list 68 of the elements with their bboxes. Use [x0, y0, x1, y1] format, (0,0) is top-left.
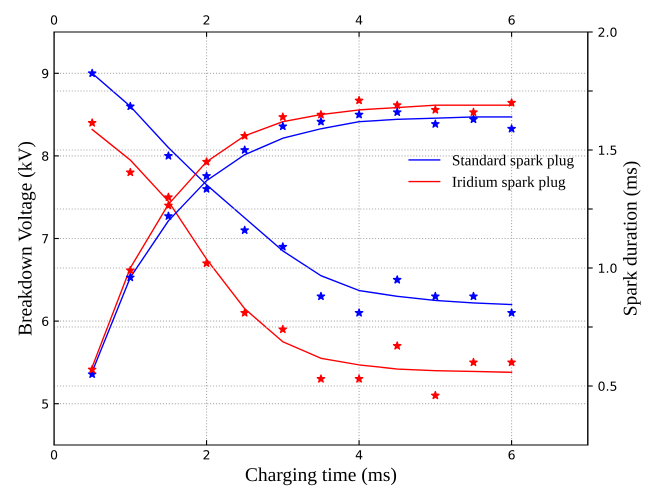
point	[240, 308, 249, 317]
point	[316, 292, 326, 300]
point	[126, 266, 135, 274]
x2-tick-label: 6	[508, 15, 515, 25]
point	[392, 100, 402, 109]
point	[88, 68, 96, 78]
point	[431, 105, 440, 114]
point	[354, 374, 364, 383]
x-axis-title: Charging time (ms)	[246, 468, 396, 486]
point	[469, 292, 478, 300]
y-tick-label: 6	[42, 316, 48, 326]
point	[431, 390, 440, 400]
point	[164, 151, 173, 160]
y2-tick-label: 2.0	[598, 27, 617, 37]
point	[126, 168, 135, 176]
y2-axis-title: Spark duration (ms)	[623, 162, 641, 315]
point	[354, 308, 364, 317]
point	[126, 272, 135, 282]
legend-label: Iridium spark plug	[452, 176, 566, 190]
x-tick-label: 2	[203, 450, 210, 460]
x2-tick-label: 4	[356, 15, 362, 25]
point	[354, 110, 364, 118]
point	[316, 110, 326, 118]
point	[202, 258, 211, 268]
point	[240, 146, 249, 154]
x2-tick-label: 0	[50, 15, 58, 25]
point	[202, 157, 211, 166]
point	[507, 98, 516, 107]
point	[278, 122, 288, 130]
point	[88, 364, 96, 374]
point	[507, 308, 516, 317]
y-axis-title: Breakdown Voltage (kV)	[18, 142, 36, 336]
point	[469, 114, 478, 124]
y-tick-label: 8	[42, 151, 48, 161]
point	[316, 374, 326, 383]
point	[392, 341, 402, 350]
point	[126, 102, 135, 110]
point	[507, 358, 516, 366]
point	[88, 118, 96, 127]
x-tick-label: 4	[356, 450, 362, 460]
point	[202, 171, 211, 180]
point	[431, 292, 440, 300]
x-tick-label: 6	[508, 450, 515, 460]
point	[240, 226, 249, 234]
x2-tick-label: 2	[203, 15, 210, 25]
point	[392, 275, 402, 284]
point	[278, 112, 288, 121]
point	[469, 358, 478, 366]
point	[164, 192, 173, 201]
point	[316, 117, 326, 126]
point	[240, 131, 249, 140]
y2-tick-label: 0.5	[598, 381, 616, 391]
y2-tick-label: 1.0	[598, 263, 617, 273]
y2-tick-label: 1.5	[598, 146, 616, 155]
point	[278, 242, 288, 251]
point	[507, 124, 516, 133]
point	[278, 324, 288, 334]
point	[354, 96, 364, 104]
y-tick-label: 7	[42, 234, 48, 244]
point	[202, 184, 211, 193]
point	[469, 108, 478, 116]
y-tick-label: 5	[42, 399, 48, 409]
point	[431, 120, 440, 128]
point	[164, 212, 173, 220]
y-tick-label: 9	[42, 68, 48, 78]
x-tick-label: 0	[50, 450, 58, 460]
point	[392, 108, 402, 116]
legend-label: Standard spark plug	[452, 154, 574, 169]
